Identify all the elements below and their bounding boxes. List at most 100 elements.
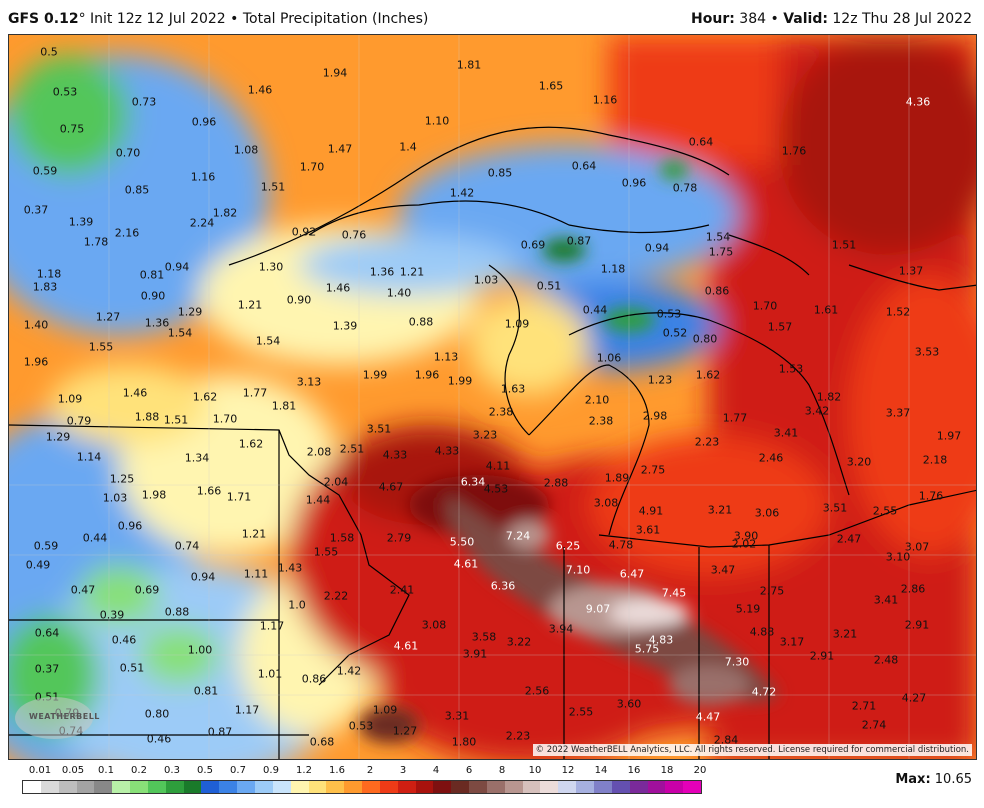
precip-value: 1.03 xyxy=(102,491,128,505)
precip-value: 1.44 xyxy=(305,493,331,507)
precip-value: 0.76 xyxy=(341,228,367,242)
precip-value: 3.06 xyxy=(754,506,780,520)
precip-value: 2.48 xyxy=(873,653,899,667)
legend-label: 20 xyxy=(693,765,707,776)
legend-swatch xyxy=(183,781,202,793)
precip-value: 1.65 xyxy=(538,79,564,93)
precip-value: 0.85 xyxy=(124,183,150,197)
precip-value: 4.33 xyxy=(382,448,408,462)
legend-swatch xyxy=(254,781,273,793)
precip-value: 3.21 xyxy=(707,503,733,517)
precip-value: 4.27 xyxy=(901,691,927,705)
precip-value: 0.96 xyxy=(117,519,143,533)
precip-value: 1.46 xyxy=(247,83,273,97)
precip-value: 3.61 xyxy=(635,523,661,537)
precip-value: 1.21 xyxy=(237,298,263,312)
precip-value: 0.94 xyxy=(644,241,670,255)
precip-value: 7.45 xyxy=(661,586,687,600)
precip-value: 3.17 xyxy=(779,635,805,649)
legend-label: 0.05 xyxy=(61,765,85,776)
precip-value: 1.08 xyxy=(233,143,259,157)
precip-value: 3.31 xyxy=(444,709,470,723)
precip-value: 1.61 xyxy=(813,303,839,317)
precip-value: 1.97 xyxy=(936,429,962,443)
precip-value: 2.55 xyxy=(568,705,594,719)
model-name: GFS 0.12 xyxy=(8,11,79,27)
precip-value: 1.78 xyxy=(83,235,109,249)
precip-value: 0.5 xyxy=(40,45,58,59)
legend-label: 1.6 xyxy=(329,765,345,776)
precip-value: 4.53 xyxy=(483,482,509,496)
precip-value: 1.09 xyxy=(372,703,398,717)
precip-value: 1.76 xyxy=(918,489,944,503)
precip-value: 6.36 xyxy=(490,579,516,593)
precip-value: 3.47 xyxy=(710,563,736,577)
legend-swatch xyxy=(237,781,255,793)
legend-label: 8 xyxy=(498,765,506,776)
precip-value: 0.64 xyxy=(688,135,714,149)
precip-value: 2.75 xyxy=(759,584,785,598)
precip-value: 1.80 xyxy=(451,735,477,749)
precip-value: 7.24 xyxy=(505,529,531,543)
precip-value: 0.44 xyxy=(582,303,608,317)
hour-value: 384 xyxy=(739,11,767,27)
legend-swatch xyxy=(594,781,612,793)
precip-value: 1.71 xyxy=(226,490,252,504)
legend-label: 0.2 xyxy=(131,765,147,776)
precip-value: 2.02 xyxy=(731,537,757,551)
precip-value: 0.70 xyxy=(115,146,141,160)
precip-value: 2.23 xyxy=(694,435,720,449)
precip-value: 7.10 xyxy=(565,563,591,577)
precip-value: 4.78 xyxy=(608,538,634,552)
precip-value: 2.04 xyxy=(323,475,349,489)
precip-value: 0.74 xyxy=(174,539,200,553)
legend-swatch xyxy=(326,781,345,793)
precip-value: 0.52 xyxy=(662,326,688,340)
precip-value: 1.66 xyxy=(196,484,222,498)
precip-value: 2.41 xyxy=(389,583,415,597)
logo-text: WEATHERBELL xyxy=(29,712,100,721)
precip-value: 2.55 xyxy=(872,504,898,518)
precip-value: 2.98 xyxy=(642,409,668,423)
precip-value: 1.54 xyxy=(255,334,281,348)
legend-swatch xyxy=(165,781,184,793)
precip-value: 0.94 xyxy=(190,570,216,584)
precip-value: 0.87 xyxy=(566,234,592,248)
precip-value: 3.21 xyxy=(832,627,858,641)
precip-value: 2.56 xyxy=(524,684,550,698)
precip-value: 0.53 xyxy=(348,719,374,733)
precip-value: 2.23 xyxy=(505,729,531,743)
precip-value: 2.91 xyxy=(904,618,930,632)
weatherbell-logo: WEATHERBELL xyxy=(15,697,99,739)
legend-label: 6 xyxy=(465,765,473,776)
heavy-band xyxy=(359,160,779,743)
precip-value: 5.50 xyxy=(449,535,475,549)
precip-value: 0.78 xyxy=(672,181,698,195)
legend-swatch xyxy=(94,781,113,793)
precip-value: 1.36 xyxy=(144,316,170,330)
precip-value: 1.37 xyxy=(898,264,924,278)
precip-value: 1.34 xyxy=(184,451,210,465)
precip-value: 3.08 xyxy=(421,618,447,632)
precip-value: 2.71 xyxy=(851,699,877,713)
precip-value: 0.87 xyxy=(207,725,233,739)
precip-value: 1.83 xyxy=(32,280,58,294)
precip-value: 1.0 xyxy=(288,598,306,612)
precip-value: 2.86 xyxy=(900,582,926,596)
legend-swatch xyxy=(576,781,594,793)
legend-swatch xyxy=(433,781,452,793)
precip-value: 2.38 xyxy=(488,405,514,419)
max-readout: Max: 10.65 xyxy=(895,772,972,787)
precip-value: 3.13 xyxy=(296,375,322,389)
precip-value: 1.51 xyxy=(163,413,189,427)
precip-value: 9.07 xyxy=(585,602,611,616)
precip-value: 6.47 xyxy=(619,567,645,581)
legend-label: 18 xyxy=(660,765,674,776)
legend-label: 0.5 xyxy=(197,765,213,776)
precip-value: 2.84 xyxy=(713,733,739,747)
legend-label: 0.9 xyxy=(263,765,279,776)
init-time: Init 12z 12 Jul 2022 xyxy=(90,11,226,27)
precip-value: 3.08 xyxy=(593,496,619,510)
precip-value: 1.94 xyxy=(322,66,348,80)
precip-value: 0.79 xyxy=(66,414,92,428)
